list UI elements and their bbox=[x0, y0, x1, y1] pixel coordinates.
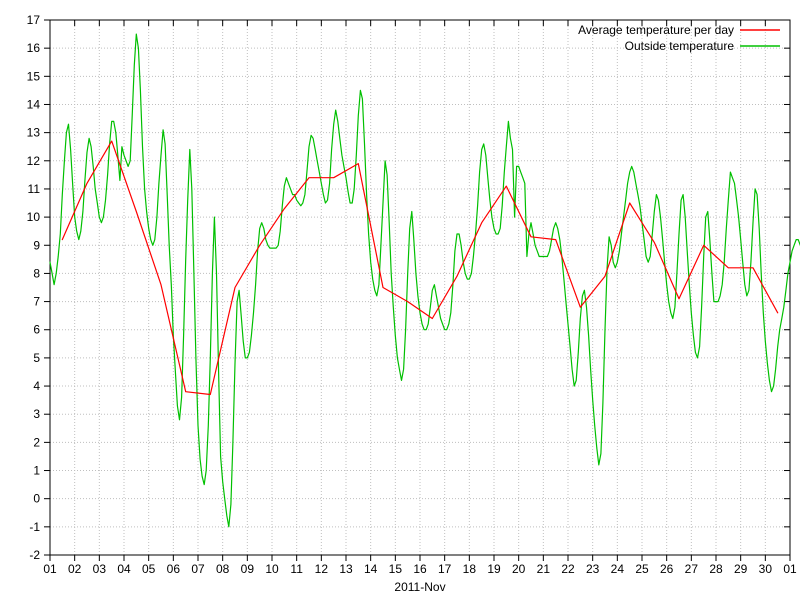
y-tick-label: 13 bbox=[27, 126, 41, 140]
x-tick-label: 04 bbox=[117, 562, 131, 576]
y-tick-label: 5 bbox=[33, 351, 40, 365]
y-tick-label: 17 bbox=[27, 13, 41, 27]
y-tick-label: -1 bbox=[29, 520, 40, 534]
y-tick-label: -2 bbox=[29, 548, 40, 562]
chart-svg: 0102030405060708091011121314151617181920… bbox=[0, 0, 800, 600]
x-tick-label: 29 bbox=[734, 562, 748, 576]
x-tick-label: 19 bbox=[487, 562, 501, 576]
x-tick-label: 07 bbox=[191, 562, 205, 576]
temperature-chart: 0102030405060708091011121314151617181920… bbox=[0, 0, 800, 600]
x-tick-label: 24 bbox=[611, 562, 625, 576]
y-tick-label: 6 bbox=[33, 323, 40, 337]
y-tick-label: 2 bbox=[33, 435, 40, 449]
y-tick-label: 14 bbox=[27, 97, 41, 111]
x-tick-label: 18 bbox=[463, 562, 477, 576]
x-tick-label: 01 bbox=[43, 562, 57, 576]
legend-label: Average temperature per day bbox=[578, 23, 734, 37]
x-tick-label: 22 bbox=[561, 562, 575, 576]
y-tick-label: 8 bbox=[33, 266, 40, 280]
y-tick-label: 15 bbox=[27, 69, 41, 83]
x-tick-label: 26 bbox=[660, 562, 674, 576]
y-tick-label: 16 bbox=[27, 41, 41, 55]
x-tick-label: 28 bbox=[709, 562, 723, 576]
y-tick-label: 3 bbox=[33, 407, 40, 421]
y-tick-label: 0 bbox=[33, 492, 40, 506]
x-tick-label: 11 bbox=[290, 562, 303, 576]
x-axis-label: 2011-Nov bbox=[394, 580, 445, 594]
x-tick-label: 03 bbox=[93, 562, 107, 576]
x-tick-label: 01 bbox=[783, 562, 797, 576]
x-tick-label: 13 bbox=[339, 562, 353, 576]
x-tick-label: 25 bbox=[635, 562, 649, 576]
x-tick-label: 09 bbox=[241, 562, 255, 576]
y-tick-label: 1 bbox=[33, 464, 40, 478]
x-tick-label: 21 bbox=[537, 562, 551, 576]
y-tick-label: 4 bbox=[33, 379, 40, 393]
x-tick-label: 12 bbox=[315, 562, 329, 576]
x-tick-label: 30 bbox=[759, 562, 773, 576]
x-tick-label: 06 bbox=[167, 562, 181, 576]
legend-label: Outside temperature bbox=[625, 39, 735, 53]
y-tick-label: 9 bbox=[33, 238, 40, 252]
y-tick-label: 11 bbox=[28, 182, 41, 196]
y-tick-label: 12 bbox=[27, 154, 41, 168]
x-tick-label: 16 bbox=[413, 562, 427, 576]
x-tick-label: 17 bbox=[438, 562, 452, 576]
y-tick-label: 7 bbox=[33, 295, 40, 309]
x-tick-label: 08 bbox=[216, 562, 230, 576]
x-tick-label: 10 bbox=[265, 562, 279, 576]
x-tick-label: 05 bbox=[142, 562, 156, 576]
x-tick-label: 27 bbox=[685, 562, 699, 576]
x-tick-label: 20 bbox=[512, 562, 526, 576]
y-tick-label: 10 bbox=[27, 210, 41, 224]
x-tick-label: 14 bbox=[364, 562, 378, 576]
x-tick-label: 23 bbox=[586, 562, 600, 576]
x-tick-label: 15 bbox=[389, 562, 403, 576]
x-tick-label: 02 bbox=[68, 562, 82, 576]
